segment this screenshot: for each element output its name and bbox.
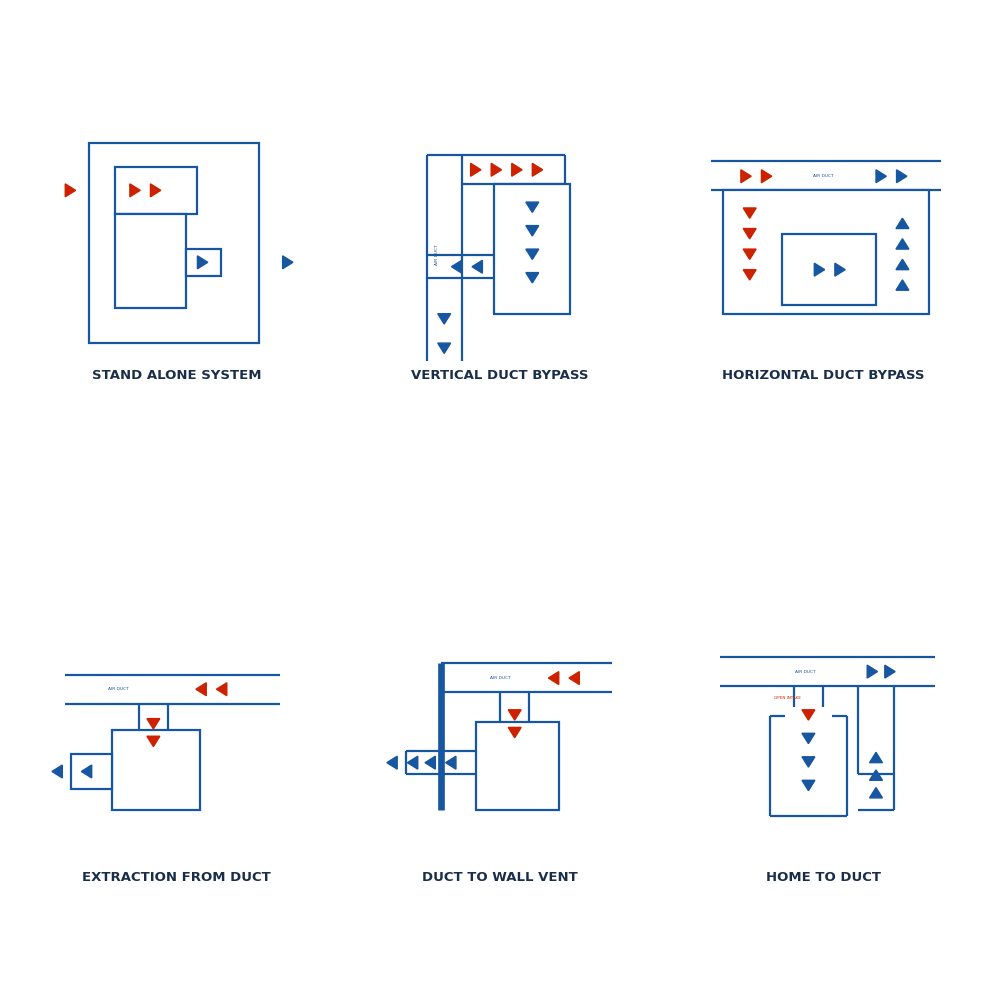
Polygon shape [491, 163, 502, 176]
Text: HORIZONTAL DUCT BYPASS: HORIZONTAL DUCT BYPASS [722, 369, 924, 382]
Polygon shape [147, 736, 160, 747]
Polygon shape [438, 343, 451, 353]
Polygon shape [876, 170, 886, 183]
Polygon shape [197, 256, 208, 269]
Polygon shape [508, 727, 521, 738]
Polygon shape [526, 273, 539, 283]
Polygon shape [65, 184, 76, 197]
Polygon shape [472, 260, 482, 273]
Polygon shape [802, 757, 815, 767]
Polygon shape [526, 226, 539, 236]
Polygon shape [896, 218, 909, 229]
Polygon shape [885, 665, 895, 678]
Text: HOME TO DUCT: HOME TO DUCT [766, 871, 881, 884]
Polygon shape [896, 239, 909, 249]
Bar [71, 754, 112, 789]
Polygon shape [512, 163, 522, 176]
Polygon shape [508, 710, 521, 720]
Polygon shape [741, 170, 751, 183]
Polygon shape [216, 683, 227, 696]
Polygon shape [425, 756, 435, 769]
Polygon shape [569, 672, 579, 685]
Bar [89, 143, 259, 343]
Bar [494, 184, 570, 314]
Polygon shape [743, 249, 756, 259]
Polygon shape [471, 163, 481, 176]
Polygon shape [451, 260, 462, 273]
Polygon shape [896, 259, 909, 270]
Text: AIR DUCT: AIR DUCT [813, 174, 833, 178]
Polygon shape [387, 756, 397, 769]
Polygon shape [835, 263, 845, 276]
Polygon shape [761, 170, 772, 183]
Polygon shape [438, 314, 451, 324]
Polygon shape [897, 170, 907, 183]
Polygon shape [130, 184, 140, 197]
Polygon shape [802, 780, 815, 791]
Text: EXTRACTION FROM DUCT: EXTRACTION FROM DUCT [82, 871, 271, 884]
Polygon shape [870, 752, 882, 763]
Polygon shape [283, 256, 293, 269]
Text: AIR DUCT: AIR DUCT [490, 676, 510, 680]
Text: AIR DUCT: AIR DUCT [108, 687, 128, 691]
Polygon shape [896, 280, 909, 290]
Polygon shape [743, 208, 756, 218]
Text: STAND ALONE SYSTEM: STAND ALONE SYSTEM [92, 369, 262, 382]
Polygon shape [532, 163, 543, 176]
Text: DUCT TO WALL VENT: DUCT TO WALL VENT [422, 871, 578, 884]
Polygon shape [870, 788, 882, 798]
Polygon shape [548, 672, 559, 685]
Polygon shape [870, 770, 882, 780]
Text: OPEN INTAKE: OPEN INTAKE [774, 696, 801, 700]
Bar [782, 234, 876, 305]
Text: AIR DUCT: AIR DUCT [795, 670, 816, 674]
Polygon shape [52, 765, 62, 778]
Bar [115, 214, 186, 308]
Polygon shape [526, 202, 539, 212]
Polygon shape [526, 249, 539, 259]
Polygon shape [867, 665, 878, 678]
Polygon shape [147, 719, 160, 729]
Polygon shape [743, 229, 756, 239]
Polygon shape [407, 756, 418, 769]
Polygon shape [446, 756, 456, 769]
Bar [115, 167, 197, 214]
Text: VERTICAL DUCT BYPASS: VERTICAL DUCT BYPASS [411, 369, 589, 382]
Polygon shape [743, 270, 756, 280]
Text: AIR DUCT: AIR DUCT [435, 245, 439, 265]
Bar [723, 190, 929, 314]
Bar [186, 249, 221, 276]
Polygon shape [196, 683, 206, 696]
Polygon shape [802, 733, 815, 744]
Polygon shape [81, 765, 92, 778]
Polygon shape [802, 710, 815, 720]
Polygon shape [814, 263, 825, 276]
Polygon shape [150, 184, 161, 197]
Bar [112, 730, 200, 810]
Bar [476, 722, 559, 810]
